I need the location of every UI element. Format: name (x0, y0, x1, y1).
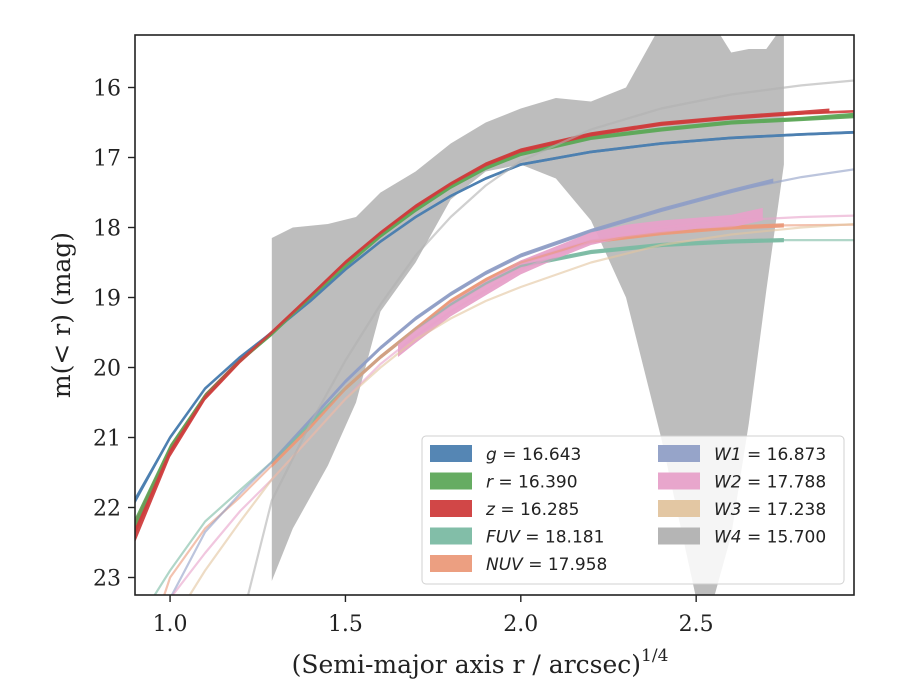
curve-w3 (188, 222, 854, 595)
legend-swatch-w4 (658, 527, 700, 545)
x-tick-label: 1.0 (153, 612, 188, 637)
x-axis-label-text: (Semi-major axis r / arcsec) (292, 650, 641, 679)
legend-swatch-g (430, 445, 472, 462)
legend-label-fuv: FUV = 18.181 (486, 528, 604, 548)
x-tick-label: 2.5 (679, 612, 714, 637)
legend-swatch-fuv (430, 527, 472, 545)
legend-label-g: g = 16.643 (486, 445, 581, 465)
y-tick-label: 18 (93, 217, 121, 242)
band-w4 (271, 35, 784, 595)
legend-swatch-w2 (658, 472, 700, 490)
legend-swatch-r (430, 472, 472, 490)
band-w2 (398, 207, 763, 357)
y-tick-label: 23 (93, 567, 121, 592)
y-axis-label-text: m(< r) (mag) (47, 232, 76, 398)
legend-swatch-w1 (658, 445, 700, 462)
y-axis: 16 17 18 19 20 21 22 23 (93, 77, 135, 592)
legend-frame (421, 435, 845, 585)
legend-label-w3: W3 = 17.238 (714, 500, 826, 520)
y-tick-label: 21 (93, 427, 121, 452)
legend-label-r: r = 16.390 (486, 473, 578, 493)
legend-label-w4: W4 = 15.700 (714, 528, 826, 548)
curve-w1 (170, 168, 854, 595)
y-tick-label: 19 (93, 287, 121, 312)
legend: g = 16.643 r = 16.390 z = 16.285 FUV = 18.1… (421, 435, 845, 585)
y-tick-label: 16 (93, 77, 121, 102)
y-tick-label: 22 (93, 497, 121, 522)
y-tick-label: 17 (93, 147, 121, 172)
legend-label-nuv: NUV = 17.958 (486, 555, 607, 575)
x-tick-label: 2.0 (503, 612, 538, 637)
legend-label-w2: W2 = 17.788 (714, 473, 826, 493)
legend-label-z: z = 16.285 (485, 500, 579, 520)
x-tick-label: 1.5 (328, 612, 363, 637)
y-axis-label: m(< r) (mag) (47, 232, 76, 398)
legend-swatch-nuv (430, 555, 472, 572)
confidence-bands (135, 35, 854, 595)
model-curves (135, 79, 854, 595)
curve-g (135, 131, 854, 502)
legend-label-w1: W1 = 16.873 (714, 445, 826, 465)
x-axis-label: (Semi-major axis r / arcsec)1/4 (292, 646, 669, 679)
legend-swatch-w3 (658, 500, 700, 517)
y-tick-label: 20 (93, 357, 121, 382)
curve-w2 (171, 214, 854, 595)
plot-frame (134, 34, 855, 596)
curve-w4 (246, 79, 854, 595)
x-axis-label-exponent: 1/4 (641, 646, 668, 666)
curve-z (135, 110, 854, 533)
legend-swatch-z (430, 500, 472, 517)
x-axis: 1.0 1.5 2.0 2.5 (153, 595, 714, 637)
